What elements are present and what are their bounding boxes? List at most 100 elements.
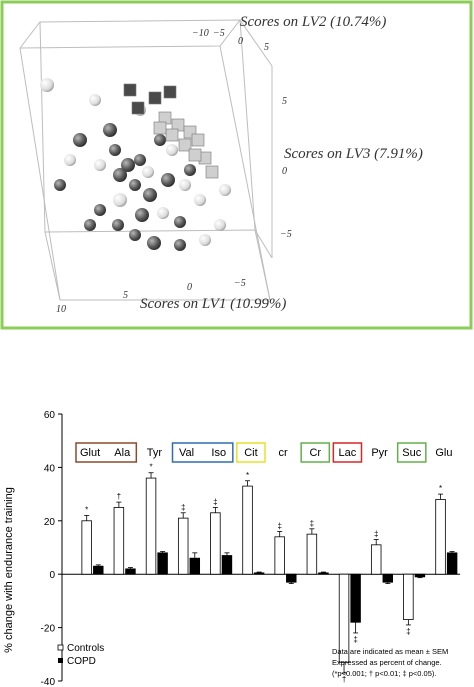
stats-note: Data are indicated as mean ± SEM Express… [332, 647, 448, 678]
pca-dark-sphere-point [73, 133, 87, 147]
pca-lv3-tick: 5 [282, 96, 287, 107]
pca-dark-sphere-point [184, 164, 196, 176]
pca-cube-point [163, 85, 177, 99]
pca-panel-border [0, 0, 473, 330]
bar-copd [125, 568, 136, 575]
y-tick-label: 40 [44, 463, 56, 474]
significance-marker: * [246, 471, 249, 480]
pca-dark-sphere-point [154, 134, 166, 146]
pca-dark-sphere-point [143, 188, 157, 202]
significance-marker: ‡ [181, 503, 185, 512]
pca-dark-sphere-point [161, 173, 175, 187]
significance-marker: ‡ [406, 627, 410, 636]
legend-swatch-controls [57, 644, 64, 651]
bar-controls [403, 573, 414, 620]
bar-copd [157, 552, 168, 575]
bar-controls [306, 533, 318, 575]
bar-controls [113, 507, 125, 575]
pca-light-sphere-point [199, 234, 211, 246]
y-tick-label: 60 [44, 410, 56, 421]
significance-marker: * [85, 505, 88, 514]
pca-light-sphere-point [166, 144, 178, 156]
category-label: cr [278, 447, 288, 459]
stats-note-line: (*p<0.001; † p<0.01; ‡ p<0.05). [332, 669, 436, 678]
category-label: Cit [244, 447, 257, 459]
pca-dark-sphere-point [94, 204, 106, 216]
pca-cube-point [153, 121, 167, 135]
bar-copd [221, 555, 233, 575]
pca-cube-point [178, 138, 192, 152]
category-label: Ala [114, 447, 131, 459]
legend-label-copd: COPD [67, 656, 96, 667]
legend-swatch-copd [58, 658, 63, 663]
category-label: Iso [211, 447, 226, 459]
stats-note-line: Data are indicated as mean ± SEM [332, 647, 448, 656]
bar-copd [93, 565, 104, 575]
pca-lv2-tick: −10 [192, 28, 209, 39]
pca-cube-point [205, 165, 219, 179]
significance-marker: * [439, 484, 442, 493]
pca-lv1-tick: −5 [234, 278, 246, 289]
pca-light-sphere-point [94, 159, 106, 171]
bar-copd [414, 573, 426, 578]
pca-dark-sphere-point [135, 208, 149, 222]
pca-light-sphere-point [157, 207, 169, 219]
pca-cube-point [191, 133, 205, 147]
pca-lv2-side-tick: 5 [264, 42, 269, 53]
category-group-box [396, 442, 427, 463]
pca-lv3-tick: 0 [282, 166, 287, 177]
category-label: Lac [339, 447, 357, 459]
bar-copd [318, 572, 329, 575]
pca-tick-labels: −10 −5 0 5 5 0 −5 10 5 0 −5 [56, 28, 292, 315]
significance-marker: ‡ [353, 635, 357, 644]
category-group-box [236, 442, 266, 463]
pca-axis-lv3-title: Scores on LV3 (7.91%) [284, 146, 423, 162]
category-group-box [300, 442, 331, 463]
significance-marker: † [117, 492, 121, 501]
pca-score-plot: Scores on LV2 (10.74%) Scores on LV3 (7.… [0, 0, 473, 330]
category-group-box [75, 442, 138, 463]
pca-light-sphere-point [113, 193, 127, 207]
y-tick-label: 20 [44, 517, 56, 528]
category-label: Cr [309, 447, 321, 459]
pca-dark-sphere-point [113, 168, 127, 182]
category-label: Glut [80, 447, 100, 459]
significance-marker: ‡ [374, 529, 378, 538]
bar-controls [274, 536, 285, 575]
pca-axis-lv1-title: Scores on LV1 (10.99%) [140, 296, 286, 312]
pca-lv1-tick: 0 [187, 282, 192, 293]
category-group-box [171, 442, 234, 463]
pca-dark-sphere-point [103, 123, 117, 137]
y-tick-label: -20 [41, 624, 56, 635]
y-tick-label: 0 [49, 570, 55, 581]
significance-marker: ‡ [277, 521, 281, 530]
category-label: Tyr [147, 447, 163, 459]
pca-light-sphere-point [214, 219, 226, 231]
stats-note-line: Expressed as percent of change. [332, 658, 442, 667]
pca-dark-sphere-point [112, 219, 124, 231]
bar-controls [81, 520, 92, 575]
pca-cube-point [188, 148, 202, 162]
bar-copd [446, 552, 458, 575]
pca-lv1-tick: 5 [123, 290, 128, 301]
pca-light-sphere-point [89, 94, 101, 106]
y-tick-label: -40 [41, 677, 56, 687]
bar-controls [435, 499, 446, 575]
category-label: Val [179, 447, 194, 459]
legend-label-controls: Controls [67, 643, 104, 654]
bar-controls [210, 512, 221, 575]
pca-lv2-tick: 0 [238, 36, 243, 47]
pca-cube-point [148, 91, 162, 105]
pca-dark-sphere-point [121, 158, 135, 172]
bar-copd [350, 573, 361, 623]
category-label: Glu [435, 447, 452, 459]
pca-light-sphere-point [219, 184, 231, 196]
pca-light-sphere-point [179, 179, 191, 191]
significance-marker: ‡ [213, 497, 217, 506]
significance-marker: * [149, 463, 152, 472]
pca-dark-sphere-point [109, 144, 121, 156]
pca-dark-sphere-point [147, 236, 161, 250]
pca-lv2-tick: −5 [213, 28, 225, 39]
pca-dark-sphere-point [54, 179, 66, 191]
pca-dark-sphere-point [174, 216, 186, 228]
